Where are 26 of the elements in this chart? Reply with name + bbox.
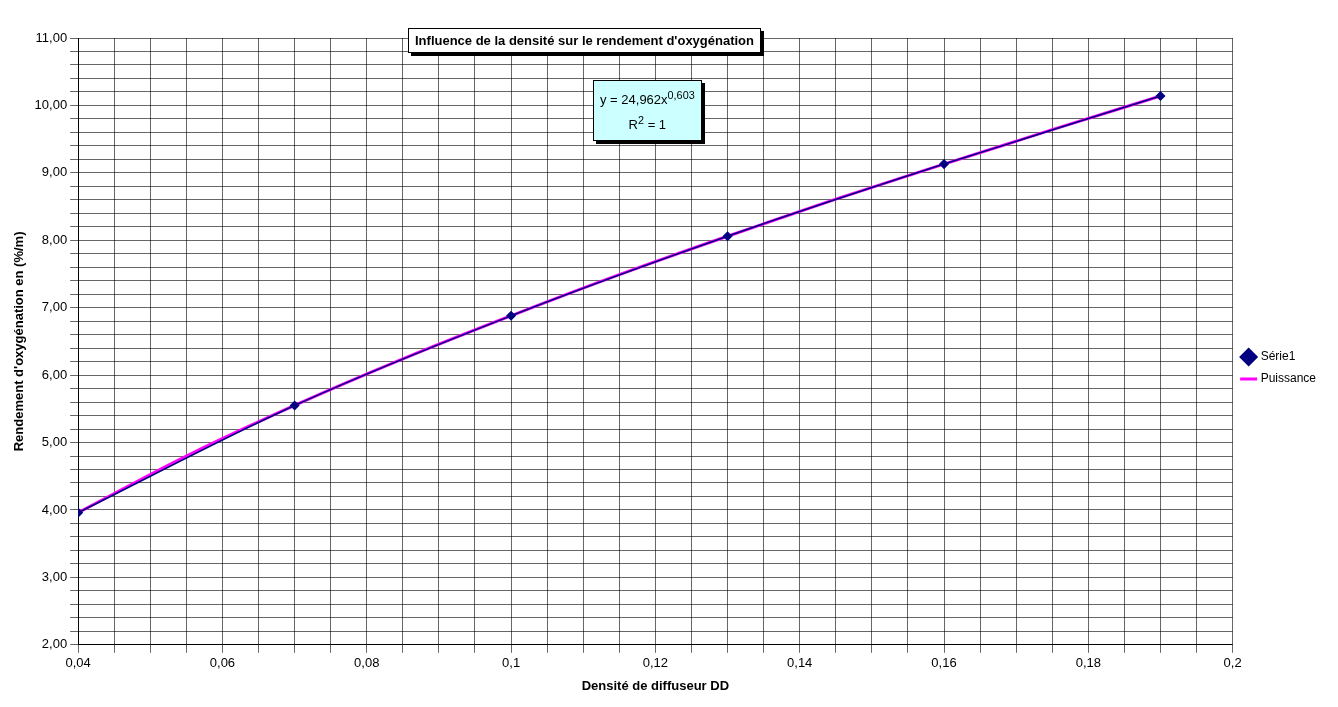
y-tick-label: 10,00 [34, 97, 68, 112]
legend-label: Série1 [1260, 349, 1296, 364]
y-tick-label: 4,00 [41, 501, 68, 517]
legend-label: Puissance [1260, 371, 1317, 386]
x-tick-label: 0,08 [354, 655, 380, 671]
y-axis-title: Rendement d'oxygénation en (%/m) [11, 231, 27, 452]
x-tick-label: 0,04 [65, 655, 91, 671]
x-tick-label: 0,06 [209, 655, 236, 671]
y-tick-label: 11,00 [35, 29, 68, 45]
annotation: y = 24,962x$^{0,603}$ [600, 88, 695, 110]
y-tick-label: 5,00 [41, 434, 68, 450]
x-tick-label: 0,1 [502, 655, 521, 671]
x-tick-label: 0,2 [1223, 655, 1242, 671]
y-tick-label: 6,00 [41, 366, 68, 382]
y-tick-label: 7,00 [41, 299, 68, 315]
chart-title: Influence de la densité sur le rendement d'oxygénation [408, 28, 762, 53]
y-tick-label: 8,00 [41, 231, 68, 247]
x-tick-label: 0,18 [1075, 655, 1101, 671]
y-tick-label: 2,00 [41, 636, 68, 652]
x-tick-label: 0,12 [642, 655, 669, 671]
x-tick-label: 0,16 [931, 655, 957, 671]
x-tick-label: 0,14 [787, 655, 813, 671]
annotation: R$^{2}$ = 1 [627, 113, 668, 135]
y-tick-label: 3,00 [41, 568, 68, 584]
x-axis-title: Densité de diffuseur DD [581, 677, 730, 693]
y-tick-label: 9,00 [41, 164, 68, 180]
